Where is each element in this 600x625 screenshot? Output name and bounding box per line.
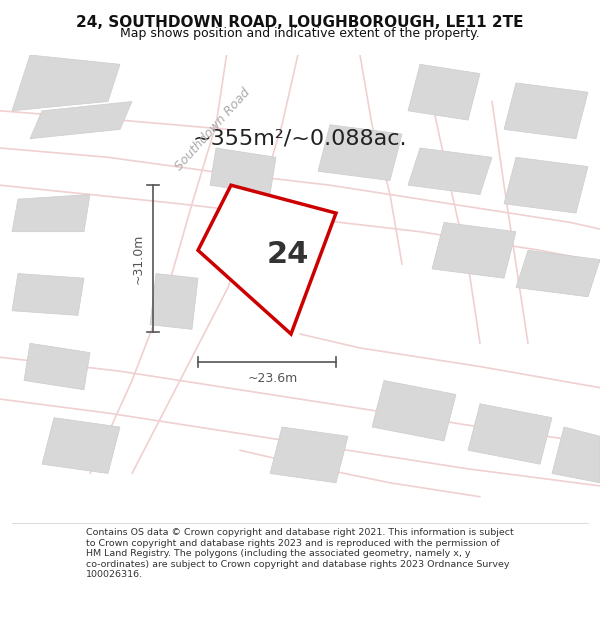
Polygon shape <box>12 55 120 111</box>
Polygon shape <box>432 222 516 278</box>
Polygon shape <box>318 125 402 181</box>
Text: ~355m²/~0.088ac.: ~355m²/~0.088ac. <box>193 129 407 149</box>
Polygon shape <box>504 83 588 139</box>
Text: ~31.0m: ~31.0m <box>131 233 145 284</box>
Polygon shape <box>408 64 480 120</box>
Polygon shape <box>198 185 336 334</box>
Polygon shape <box>504 158 588 213</box>
Polygon shape <box>408 148 492 194</box>
Polygon shape <box>30 101 132 139</box>
Polygon shape <box>24 343 90 390</box>
Text: 24: 24 <box>267 241 309 269</box>
Polygon shape <box>552 427 600 483</box>
Polygon shape <box>42 418 120 474</box>
Polygon shape <box>468 404 552 464</box>
Text: Map shows position and indicative extent of the property.: Map shows position and indicative extent… <box>120 27 480 39</box>
Polygon shape <box>12 274 84 316</box>
Text: ~23.6m: ~23.6m <box>248 372 298 384</box>
Polygon shape <box>12 194 90 232</box>
Text: 24, SOUTHDOWN ROAD, LOUGHBOROUGH, LE11 2TE: 24, SOUTHDOWN ROAD, LOUGHBOROUGH, LE11 2… <box>76 16 524 31</box>
Polygon shape <box>210 148 276 194</box>
Polygon shape <box>372 381 456 441</box>
Text: Contains OS data © Crown copyright and database right 2021. This information is : Contains OS data © Crown copyright and d… <box>86 528 514 579</box>
Polygon shape <box>150 274 198 329</box>
Polygon shape <box>516 250 600 297</box>
Polygon shape <box>270 427 348 483</box>
Text: Southdown Road: Southdown Road <box>173 86 253 173</box>
